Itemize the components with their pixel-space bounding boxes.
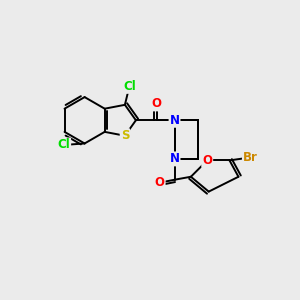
- Text: O: O: [202, 154, 212, 167]
- Text: O: O: [152, 98, 162, 110]
- Text: Br: Br: [243, 151, 258, 164]
- Text: S: S: [121, 129, 129, 142]
- Text: Cl: Cl: [123, 80, 136, 93]
- Text: N: N: [169, 114, 179, 127]
- Text: Cl: Cl: [57, 138, 70, 152]
- Text: N: N: [169, 152, 179, 165]
- Text: O: O: [155, 176, 165, 189]
